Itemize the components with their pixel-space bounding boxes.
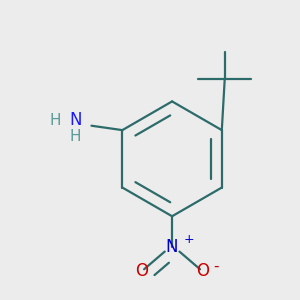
Text: -: -: [213, 259, 219, 274]
Text: O: O: [196, 262, 209, 280]
Text: N: N: [166, 238, 178, 256]
Text: +: +: [183, 233, 194, 246]
Text: N: N: [69, 111, 82, 129]
Text: O: O: [135, 262, 148, 280]
Text: H: H: [50, 113, 61, 128]
Text: H: H: [70, 129, 81, 144]
